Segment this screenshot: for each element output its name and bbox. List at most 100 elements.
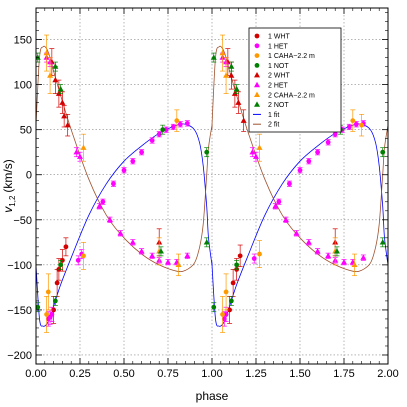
2-fit-curve — [36, 45, 388, 273]
1-het-point — [121, 167, 127, 173]
2-wht-point — [228, 72, 235, 78]
2-wht-point — [61, 112, 68, 119]
legend-2-not-label: 2 NOT — [268, 102, 289, 109]
1-not-point — [211, 304, 217, 310]
x-tick-label: 1.75 — [333, 368, 354, 380]
2-het-point — [253, 153, 259, 159]
1-het-point — [170, 124, 176, 130]
2-not-point — [157, 248, 164, 254]
legend-1-not-label: 1 NOT — [268, 63, 289, 70]
1-het-point — [149, 138, 155, 143]
1-caha-2-2-m-point — [174, 118, 180, 124]
2-het-point — [184, 252, 191, 259]
legend-1-caha-2-2-m-label: 1 CAHA−2.2 m — [268, 53, 315, 60]
x-tick-label: 0.75 — [157, 368, 178, 380]
1-het-point — [156, 131, 162, 137]
2-not-point — [36, 54, 41, 60]
x-tick-label: 0.25 — [69, 368, 90, 380]
1-caha-2-2-m-point — [44, 312, 49, 317]
2-het-point — [249, 149, 256, 155]
1-fit-curve — [36, 123, 388, 327]
2-het-point — [96, 203, 103, 209]
y-axis-label-unit: (km/s) — [1, 159, 15, 192]
legend-1-caha-2-2-m-swatch — [254, 53, 260, 58]
2-wht-point — [52, 76, 59, 83]
2-caha-2-2-m-point — [80, 144, 87, 150]
y-tick-label: 150 — [14, 35, 32, 47]
1-not-point — [52, 298, 58, 304]
legend-1-wht-swatch — [254, 33, 260, 39]
legend-2-caha-2-2-m-label: 2 CAHA−2.2 m — [268, 92, 315, 99]
2-not-point — [203, 239, 210, 245]
2-het-point — [272, 203, 279, 209]
2-caha-2-2-m-point — [43, 49, 50, 56]
y-tick-label: −100 — [7, 260, 32, 272]
2-het-point — [341, 258, 347, 265]
1-het-point — [332, 131, 338, 137]
2-caha-2-2-m-point — [351, 261, 358, 268]
1-het-point — [111, 181, 116, 187]
2-caha-2-2-m-point — [219, 49, 226, 56]
1-het-point — [276, 199, 282, 205]
1-het-point — [325, 139, 331, 145]
y-tick-label: −150 — [7, 305, 32, 317]
legend-1-het-label: 1 HET — [268, 43, 289, 50]
axis-ticks — [35, 8, 389, 365]
2-caha-2-2-m-point — [47, 72, 54, 78]
y-tick-labels: −200 −150 −100 −50 0 50 100 150 — [7, 35, 32, 362]
1-het-point — [100, 199, 106, 205]
x-axis-label: phase — [196, 389, 229, 403]
x-tick-label: 0.50 — [113, 368, 134, 380]
x-tick-label: 1.50 — [289, 368, 310, 380]
2-caha-2-2-m-point — [223, 72, 230, 78]
y-axis-label-sub: 1,2 — [8, 195, 17, 207]
1-het-point — [130, 158, 136, 164]
2-wht-point — [231, 90, 238, 96]
2-not-point — [233, 85, 240, 92]
2-not-point — [210, 54, 217, 60]
legend-2-caha-2-2-m-swatch — [254, 91, 260, 97]
fit-curves — [36, 45, 388, 327]
2-het-point — [77, 153, 83, 159]
y-tick-label: −50 — [13, 215, 32, 227]
2-het-point — [138, 248, 145, 254]
2-not-point — [52, 63, 59, 69]
x-tick-label: 2.00 — [377, 368, 398, 380]
2-het-point — [129, 239, 136, 245]
2-het-point — [325, 252, 332, 259]
1-caha-2-2-m-point — [359, 122, 364, 128]
2-not-point — [379, 239, 386, 245]
2-wht-point — [235, 99, 242, 105]
1-wht-point — [237, 253, 243, 259]
2-het-point — [282, 216, 289, 222]
2-het-point — [314, 248, 321, 254]
x-tick-label: 0.00 — [25, 368, 46, 380]
1-het-point — [139, 149, 145, 155]
1-caha-2-2-m-point — [81, 253, 86, 259]
1-het-point — [177, 121, 183, 127]
y-tick-label: 100 — [14, 80, 32, 92]
1-het-point — [251, 256, 257, 261]
legend-1-het-swatch — [254, 43, 260, 49]
legend-2-fit-label: 2 fit — [268, 122, 279, 129]
1-caha-2-2-m-point — [220, 312, 225, 317]
1-het-point — [223, 312, 229, 317]
1-not-point — [58, 262, 64, 268]
y-axis-label: v1,2 (km/s) — [1, 159, 17, 212]
1-wht-point — [63, 244, 69, 250]
1-het-point — [163, 127, 169, 133]
2-het-point — [360, 254, 367, 260]
1-het-point — [315, 149, 320, 155]
y-tick-label: 0 — [26, 170, 32, 182]
data-points — [36, 34, 386, 333]
legend-2-wht-swatch — [254, 72, 260, 78]
svg-text:v1,2(km/s): v1,2 (km/s) — [1, 159, 17, 212]
1-het-point — [297, 167, 303, 173]
legend-2-not-swatch — [254, 101, 260, 107]
1-not-point — [160, 127, 166, 133]
x-tick-label: 1.00 — [201, 368, 222, 380]
1-het-point — [306, 158, 312, 164]
2-het-point — [293, 230, 300, 236]
1-wht-point — [54, 280, 60, 286]
2-het-point — [305, 239, 312, 245]
